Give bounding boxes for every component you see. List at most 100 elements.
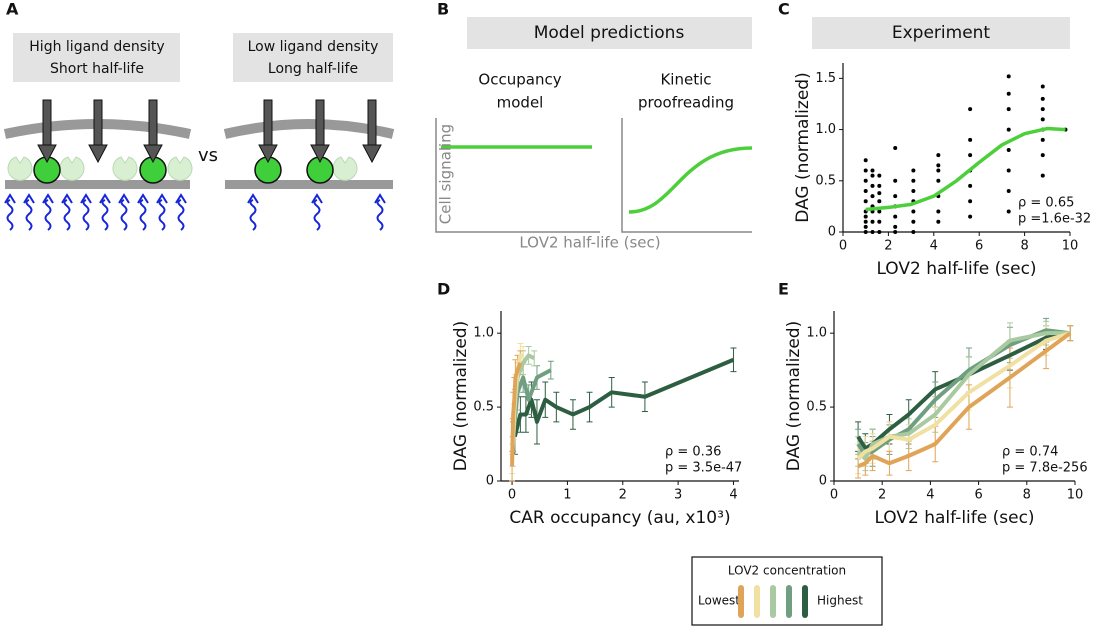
signal-arrow — [118, 193, 130, 204]
point — [893, 214, 898, 219]
receptor — [263, 99, 273, 146]
point — [968, 214, 973, 219]
x-tick-label: 4 — [930, 239, 938, 254]
point — [1040, 137, 1045, 142]
signal-arrow — [99, 193, 111, 204]
panel-b-diagram: Model predictions Occupancy model Kineti… — [435, 17, 753, 252]
point — [877, 191, 882, 196]
error-bar — [547, 360, 554, 380]
axis-label: Cell signaling — [437, 124, 455, 224]
point — [911, 189, 916, 194]
point — [911, 168, 916, 173]
point — [1040, 96, 1045, 101]
receptor — [88, 144, 108, 164]
series-line — [857, 331, 1072, 469]
label: proofreading — [638, 94, 734, 112]
annotation: ρ = 0.74 — [1002, 445, 1058, 460]
x-tick-label: 8 — [1023, 488, 1031, 503]
point — [893, 230, 898, 234]
x-tick-label: 10 — [1067, 488, 1084, 503]
y-tick-label: 0 — [486, 474, 494, 489]
y-tick-label: 1.0 — [806, 326, 827, 341]
panel-a-diagram: High ligand density Short half-life Low … — [3, 33, 395, 231]
panel-label: A — [6, 0, 19, 19]
receptor — [258, 144, 278, 164]
point — [877, 219, 882, 224]
signal-arrow — [249, 199, 257, 231]
signal-arrow — [4, 193, 16, 204]
x-tick-label: 0 — [830, 488, 838, 503]
receptor — [362, 144, 382, 164]
x-tick-label: 2 — [619, 488, 627, 503]
label-box — [233, 33, 393, 82]
point — [870, 194, 875, 199]
x-tick-label: 3 — [674, 488, 682, 503]
x-axis-label: LOV2 half-life (sec) — [876, 259, 1036, 279]
panel-label: E — [778, 280, 789, 299]
annotation: p = 7.8e-256 — [1002, 461, 1088, 476]
fit-line — [865, 126, 1066, 212]
x-tick-label: 10 — [1062, 239, 1079, 254]
x-tick-label: 4 — [926, 488, 934, 503]
ligand — [332, 156, 358, 181]
series-line — [856, 331, 1071, 461]
point — [877, 183, 882, 188]
point — [1040, 84, 1045, 89]
panel-label: B — [437, 0, 449, 19]
point — [1006, 91, 1011, 96]
signal-arrow — [42, 193, 54, 204]
label-box — [13, 33, 180, 82]
y-tick-label: 0.5 — [815, 173, 836, 188]
receptor — [42, 99, 52, 146]
point — [911, 209, 916, 214]
axis — [435, 118, 600, 233]
x-tick-label: 8 — [1020, 239, 1028, 254]
ligand — [59, 156, 85, 181]
point — [936, 178, 941, 183]
y-tick-label: 0.5 — [473, 400, 494, 415]
label: Short half-life — [50, 61, 144, 77]
point — [870, 219, 875, 224]
signal-arrow — [101, 199, 109, 231]
point — [893, 194, 898, 199]
signal-arrow — [23, 193, 35, 204]
y-axis-label: DAG (normalized) — [451, 321, 471, 471]
annotation: p =1.6e-32 — [1018, 212, 1091, 227]
point — [893, 178, 898, 183]
signal-arrow — [139, 199, 147, 231]
axis-label: LOV2 half-life (sec) — [519, 234, 660, 252]
receptor — [367, 99, 377, 146]
point — [893, 146, 898, 151]
point — [1040, 117, 1045, 122]
legend-label: Highest — [817, 594, 863, 608]
axis — [621, 118, 752, 233]
point — [870, 173, 875, 178]
point — [1040, 153, 1045, 158]
receptor — [315, 99, 325, 146]
annotation: ρ = 0.65 — [1018, 196, 1074, 211]
signal-arrow — [175, 193, 187, 204]
point — [863, 168, 868, 173]
point — [1006, 168, 1011, 173]
ligand — [167, 156, 193, 181]
point — [1040, 173, 1045, 178]
label: Long half-life — [268, 61, 358, 77]
point — [1040, 107, 1045, 112]
label: model — [497, 94, 544, 112]
point — [870, 230, 875, 234]
point — [863, 189, 868, 194]
ligand — [112, 156, 138, 181]
membrane — [225, 180, 393, 189]
point — [1006, 189, 1011, 194]
y-tick-label: 1.5 — [815, 71, 836, 86]
annotation: ρ = 0.36 — [665, 445, 721, 460]
point — [968, 183, 973, 188]
membrane — [5, 180, 190, 189]
signal-arrow — [376, 199, 384, 231]
point — [936, 153, 941, 158]
signal-arrow — [137, 193, 149, 204]
point — [863, 178, 868, 183]
signal-arrow — [61, 193, 73, 204]
point — [877, 230, 882, 234]
